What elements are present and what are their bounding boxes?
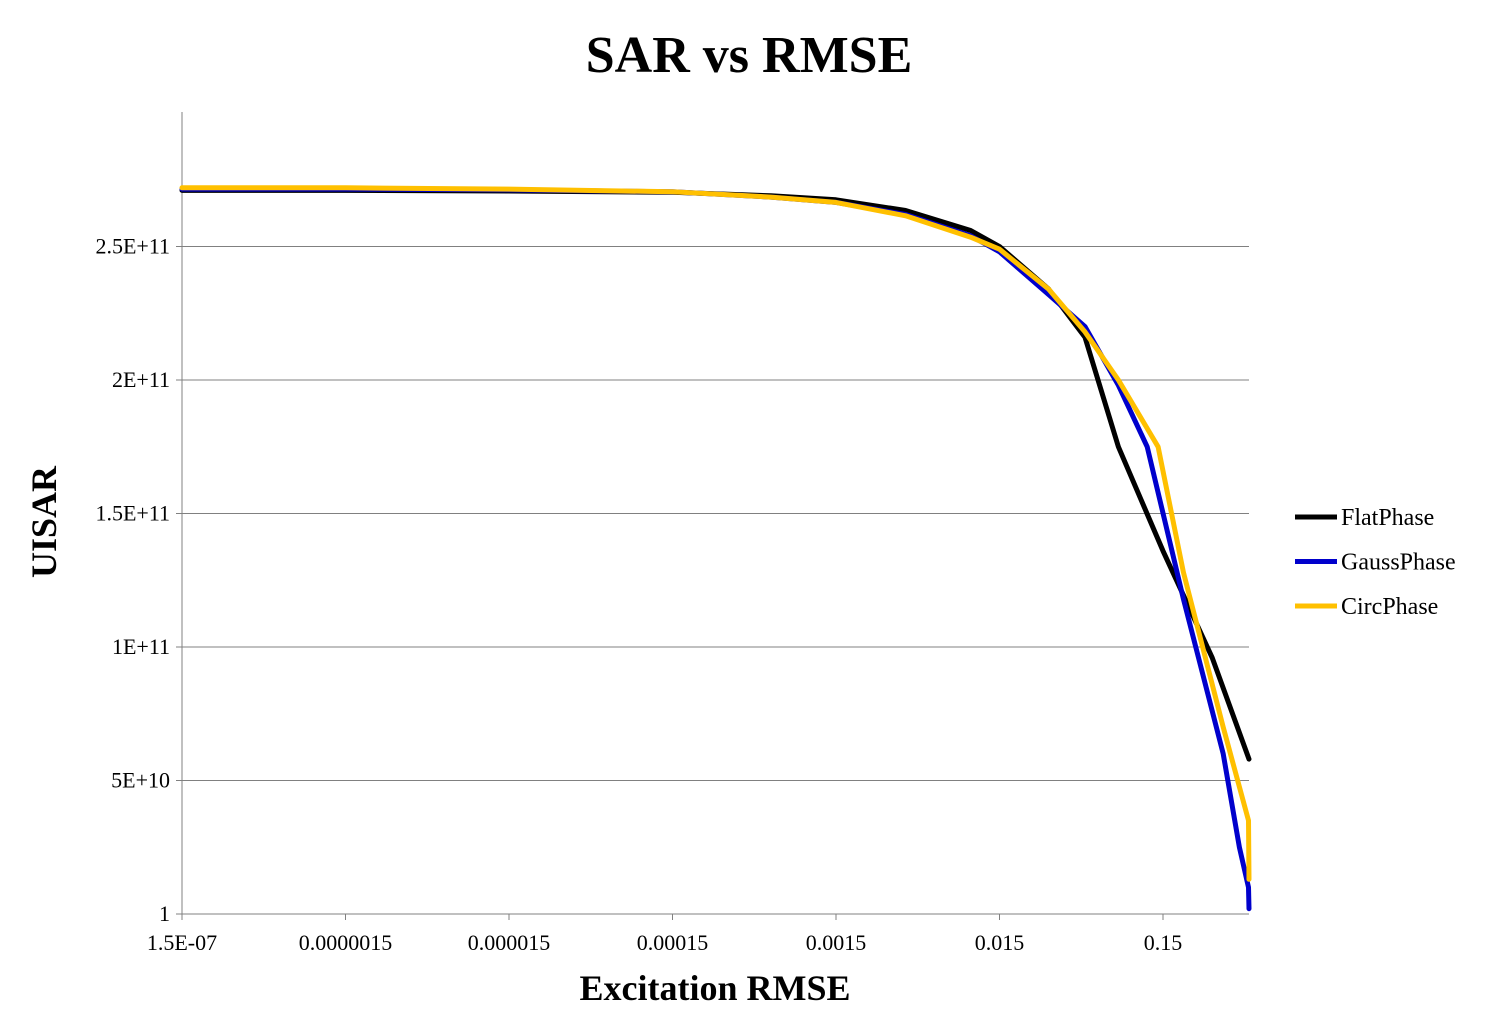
legend: FlatPhase GaussPhase CircPhase: [1295, 505, 1456, 620]
y-tick-label: 1: [159, 901, 170, 926]
series-lines: [179, 185, 1252, 912]
x-tick-label: 0.0015: [806, 930, 867, 955]
chart-title: SAR vs RMSE: [586, 27, 913, 84]
legend-label-gaussphase: GaussPhase: [1341, 550, 1456, 576]
legend-label-circphase: CircPhase: [1341, 594, 1438, 620]
series-line-circphase: [179, 185, 1252, 882]
x-tick-label: 0.015: [975, 930, 1025, 955]
y-tick-label: 2.5E+11: [95, 234, 170, 259]
x-tick-label: 0.00015: [637, 930, 709, 955]
x-tick-label: 1.5E-07: [147, 930, 217, 955]
x-tick-label: 0.000015: [468, 930, 551, 955]
x-tick-label: 0.15: [1144, 930, 1183, 955]
y-axis-title: UISAR: [24, 465, 64, 578]
y-axis-ticks: 1 5E+10 1E+11 1.5E+11 2E+11 2.5E+11: [95, 234, 182, 926]
x-axis-ticks: 1.5E-07 0.0000015 0.000015 0.00015 0.0015 0.0…: [147, 914, 1182, 955]
y-tick-label: 5E+10: [111, 768, 170, 793]
grid-lines: [182, 246, 1249, 781]
x-axis-title: Excitation RMSE: [579, 968, 850, 1008]
y-tick-label: 1.5E+11: [95, 501, 170, 526]
y-tick-label: 2E+11: [112, 367, 170, 392]
x-tick-label: 0.0000015: [299, 930, 393, 955]
legend-label-flatphase: FlatPhase: [1341, 505, 1434, 531]
y-tick-label: 1E+11: [112, 634, 170, 659]
